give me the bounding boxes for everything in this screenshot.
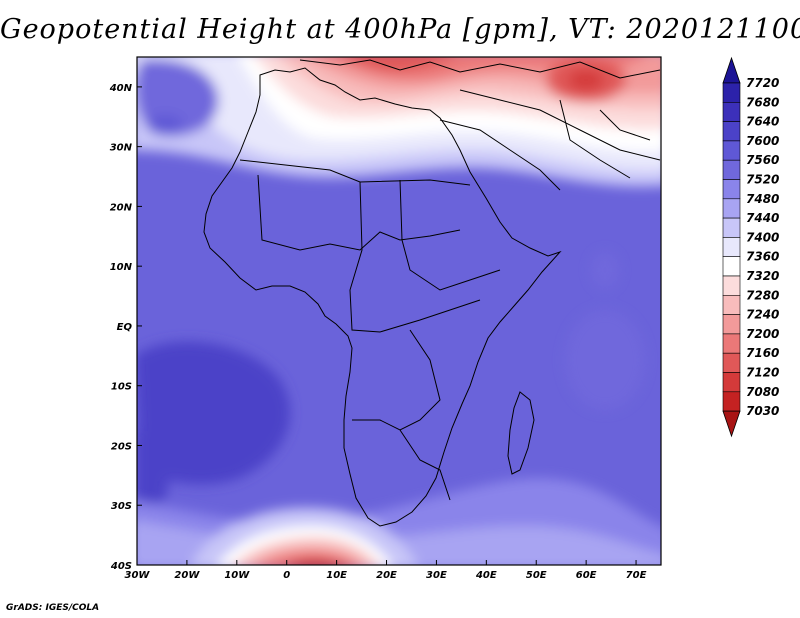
lat-tick-label: 20S (111, 441, 132, 452)
lat-tick-label: 30N (110, 143, 133, 154)
chart-title: Geopotential Height at 400hPa [gpm], VT:… (0, 14, 800, 45)
colorbar-swatch (722, 275, 741, 296)
colorbar-label: 7080 (746, 385, 779, 399)
colorbar-swatch (722, 372, 741, 393)
colorbar-label: 7640 (746, 115, 779, 129)
lon-tick-label: 10W (224, 570, 250, 581)
colorbar-swatch (722, 102, 741, 122)
colorbar-swatch (722, 237, 741, 257)
colorbar-swatch (722, 333, 741, 354)
lon-tick-label: 0 (283, 570, 290, 581)
colorbar-swatch (722, 352, 741, 373)
lat-tick-label: 40N (109, 83, 133, 94)
height-field (137, 57, 661, 565)
colorbar-swatch (722, 256, 741, 277)
lon-tick-label: 30W (125, 570, 151, 581)
colorbar-swatch (722, 140, 741, 161)
colorbar-top-arrow (722, 56, 741, 84)
lat-axis: 40N 30N 20N 10N EQ 10S 20S 30S 40S (109, 83, 142, 572)
colorbar-label: 7600 (746, 134, 779, 148)
colorbar-label: 7320 (746, 269, 779, 283)
colorbar-label: 7560 (746, 153, 779, 167)
lat-tick-label: 10S (111, 382, 132, 393)
colorbar-label: 7200 (746, 327, 779, 341)
lat-tick-label: EQ (117, 322, 133, 333)
colorbar-label: 7360 (746, 250, 779, 264)
colorbar-swatch (722, 294, 741, 315)
lat-tick-label: 20N (110, 202, 133, 213)
lat-tick-label: 30S (111, 501, 132, 512)
colorbar-label: 7480 (746, 192, 779, 206)
lon-tick-label: 30E (426, 570, 447, 581)
colorbar-label: 7720 (746, 76, 779, 90)
lon-axis: 30W 20W 10W 0 10E 20E 30E 40E 50E 60E 70E (125, 560, 647, 581)
colorbar-label: 7440 (746, 211, 779, 225)
colorbar: 7720 7680 7640 7600 7560 7520 7480 7440 7400 7360… (722, 56, 779, 438)
footer-credit: GrADS: IGES/COLA (6, 603, 100, 613)
colorbar-bottom-arrow (722, 410, 741, 438)
colorbar-label: 7160 (746, 346, 779, 360)
colorbar-swatch (722, 179, 741, 200)
colorbar-label: 7120 (746, 366, 779, 380)
lon-tick-label: 20E (376, 570, 397, 581)
colorbar-label: 7030 (746, 404, 779, 418)
plot-frame (136, 56, 662, 566)
lon-tick-label: 40E (475, 570, 497, 581)
coastlines (203, 59, 661, 527)
lon-tick-label: 10E (326, 570, 347, 581)
colorbar-label: 7520 (746, 173, 779, 187)
lon-tick-label: 70E (626, 570, 647, 581)
colorbar-label: 7240 (746, 308, 779, 322)
colorbar-label: 7280 (746, 288, 779, 302)
colorbar-label: 7680 (746, 95, 779, 109)
lon-tick-label: 60E (576, 570, 597, 581)
colorbar-swatch (722, 314, 741, 335)
colorbar-swatch (722, 198, 741, 219)
colorbar-swatch (722, 121, 741, 142)
lat-tick-label: 40S (110, 561, 132, 572)
lon-tick-label: 20W (174, 570, 200, 581)
colorbar-swatch (722, 391, 741, 412)
colorbar-swatch (722, 82, 741, 103)
lat-tick-label: 10N (110, 262, 133, 273)
colorbar-swatch (722, 159, 741, 180)
colorbar-swatch (722, 217, 741, 238)
lon-tick-label: 50E (526, 570, 547, 581)
colorbar-label: 7400 (746, 230, 779, 244)
